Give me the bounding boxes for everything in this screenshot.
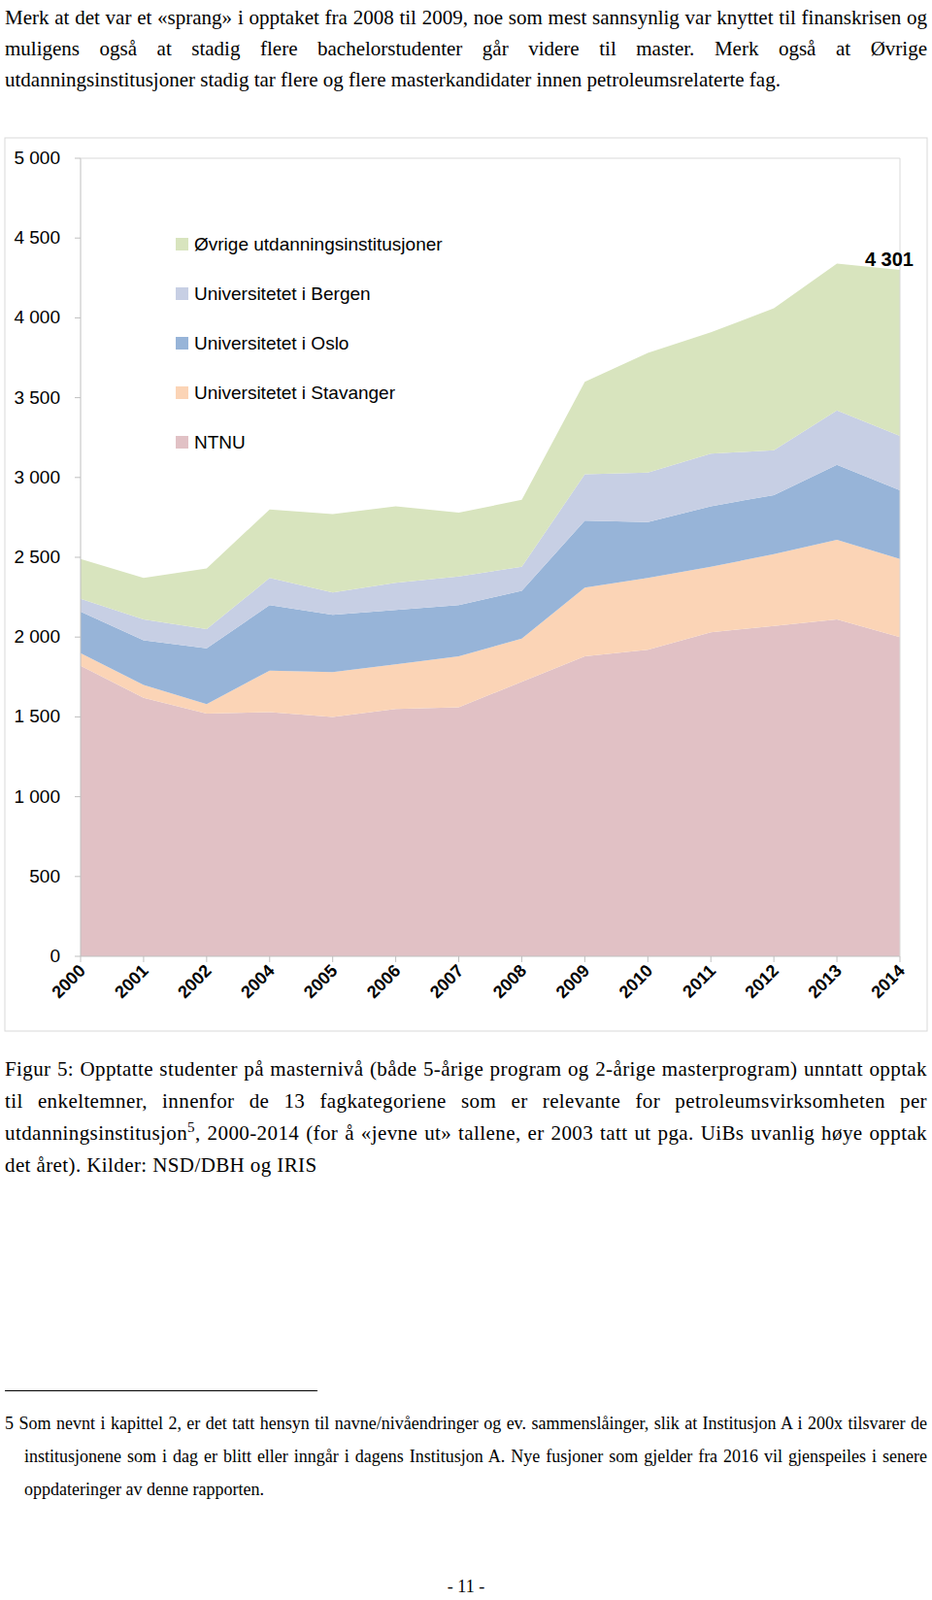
legend-swatch bbox=[175, 435, 189, 449]
x-tick bbox=[142, 956, 144, 963]
y-tick bbox=[74, 476, 81, 478]
legend-label: Universitetet i Bergen bbox=[194, 283, 371, 304]
x-tick-label: 2008 bbox=[489, 961, 531, 1002]
y-tick-label: 4 000 bbox=[13, 306, 61, 328]
figure-caption: Figur 5: Opptatte studenter på masterniv… bbox=[4, 1053, 928, 1182]
x-tick bbox=[899, 956, 901, 963]
annotation: 4 301 bbox=[865, 248, 914, 270]
x-tick-label: 2009 bbox=[552, 961, 594, 1002]
x-tick bbox=[205, 956, 207, 963]
footnote-number: 5 bbox=[4, 1413, 14, 1433]
y-tick-label: 3 500 bbox=[13, 387, 61, 408]
x-tick-label: 2006 bbox=[363, 961, 404, 1002]
x-tick bbox=[80, 956, 82, 963]
plot-border bbox=[80, 158, 900, 160]
y-tick-label: 4 500 bbox=[13, 227, 61, 248]
y-tick bbox=[74, 317, 81, 319]
y-tick-label: 0 bbox=[49, 945, 61, 966]
x-tick-label: 2007 bbox=[426, 961, 467, 1002]
x-tick bbox=[458, 956, 460, 963]
x-tick-label: 2004 bbox=[236, 961, 278, 1002]
legend-swatch bbox=[175, 386, 189, 400]
y-tick bbox=[74, 557, 81, 559]
x-tick-label: 2014 bbox=[866, 961, 908, 1002]
footnote-rule bbox=[4, 1390, 318, 1392]
y-tick-label: 3 000 bbox=[13, 466, 61, 488]
y-tick bbox=[74, 875, 81, 877]
x-tick bbox=[332, 956, 333, 963]
y-tick bbox=[74, 158, 81, 160]
legend-label: Universitetet i Oslo bbox=[194, 332, 349, 354]
x-tick bbox=[584, 956, 586, 963]
legend-swatch bbox=[175, 336, 189, 350]
y-tick-label: 1 500 bbox=[13, 705, 61, 727]
legend-swatch bbox=[175, 287, 189, 300]
x-tick-label: 2012 bbox=[741, 961, 783, 1002]
x-tick-label: 2011 bbox=[678, 961, 720, 1002]
x-tick-label: 2002 bbox=[173, 961, 215, 1002]
y-tick bbox=[74, 796, 81, 798]
y-tick bbox=[74, 397, 81, 399]
chart: 0 500 1 000 1 500 2 000 2 500 3 000 3 500 4 000 4… bbox=[0, 0, 932, 1600]
y-tick-label: 1 000 bbox=[13, 786, 61, 807]
y-tick-label: 5 000 bbox=[13, 147, 61, 168]
area-series bbox=[80, 264, 900, 630]
x-axis bbox=[80, 956, 900, 958]
intro-paragraph: Merk at det var et «sprang» i opptaket f… bbox=[4, 1, 928, 96]
legend-label: Øvrige utdanningsinstitusjoner bbox=[194, 233, 443, 255]
page-number: - 11 - bbox=[0, 1576, 932, 1598]
footnote-text: Som nevnt i kapittel 2, er det tatt hens… bbox=[18, 1413, 928, 1499]
y-tick bbox=[74, 956, 81, 958]
y-tick bbox=[74, 636, 81, 638]
x-tick bbox=[836, 956, 838, 963]
areas bbox=[80, 264, 900, 958]
x-tick bbox=[395, 956, 397, 963]
x-tick bbox=[521, 956, 523, 963]
legend-label: NTNU bbox=[194, 432, 246, 453]
x-tick-label: 2000 bbox=[47, 961, 89, 1002]
x-tick bbox=[647, 956, 649, 963]
y-tick-label: 500 bbox=[29, 865, 61, 887]
x-tick-label: 2010 bbox=[615, 961, 657, 1002]
y-tick bbox=[74, 716, 81, 718]
x-tick bbox=[710, 956, 712, 963]
x-tick bbox=[773, 956, 775, 963]
x-tick-label: 2005 bbox=[299, 961, 341, 1002]
chart-frame bbox=[4, 137, 928, 1032]
x-tick bbox=[268, 956, 270, 963]
legend-swatch bbox=[175, 237, 189, 251]
legend-label: Universitetet i Stavanger bbox=[194, 382, 397, 403]
footnote: 5 Som nevnt i kapittel 2, er det tatt he… bbox=[4, 1406, 928, 1506]
y-tick-label: 2 000 bbox=[13, 626, 61, 647]
footnote-ref: 5 bbox=[187, 1119, 196, 1135]
y-tick-label: 2 500 bbox=[13, 546, 61, 567]
plot-border bbox=[899, 158, 901, 957]
y-tick bbox=[74, 237, 81, 239]
x-tick-label: 2013 bbox=[803, 961, 845, 1002]
x-tick-label: 2001 bbox=[110, 961, 152, 1002]
